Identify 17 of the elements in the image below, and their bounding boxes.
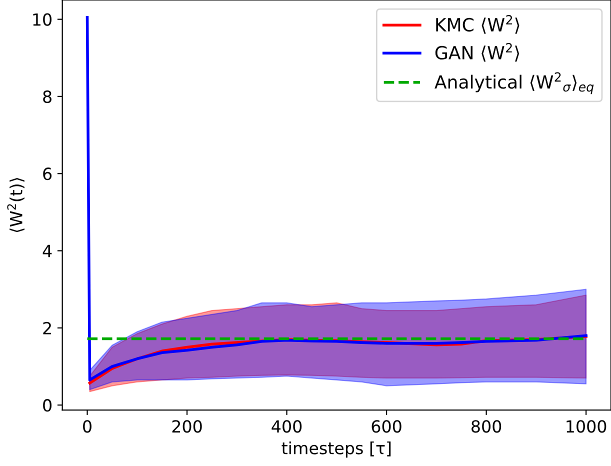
y-tick-label: 0 xyxy=(43,399,52,412)
x-tick-label: 200 xyxy=(172,420,202,433)
y-tick-label: 10 xyxy=(33,13,52,26)
y-tick-label: 2 xyxy=(43,322,51,334)
y-tick-label: 8 xyxy=(43,90,52,104)
legend-label: Analytical ⟨W$^{2}$$_{σ}$⟩$_{eq}$ xyxy=(434,72,594,94)
x-tick-label: 1000 xyxy=(566,420,606,433)
legend-label: KMC ⟨W$^{2}$⟩ xyxy=(436,15,520,34)
x-tick-label: 600 xyxy=(372,420,402,433)
x-tick-label: 0 xyxy=(83,420,92,433)
y-tick-label: 6 xyxy=(43,168,52,180)
legend-label: GAN ⟨W$^{2}$⟩ xyxy=(435,43,520,62)
x-axis-title: timesteps [τ] xyxy=(282,441,391,458)
x-tick-label: 800 xyxy=(472,420,502,433)
x-tick-label: 400 xyxy=(272,420,302,433)
y-axis-title: ⟨W$^{2}$(t)⟩ xyxy=(7,178,24,232)
y-tick-label: 4 xyxy=(42,244,52,258)
